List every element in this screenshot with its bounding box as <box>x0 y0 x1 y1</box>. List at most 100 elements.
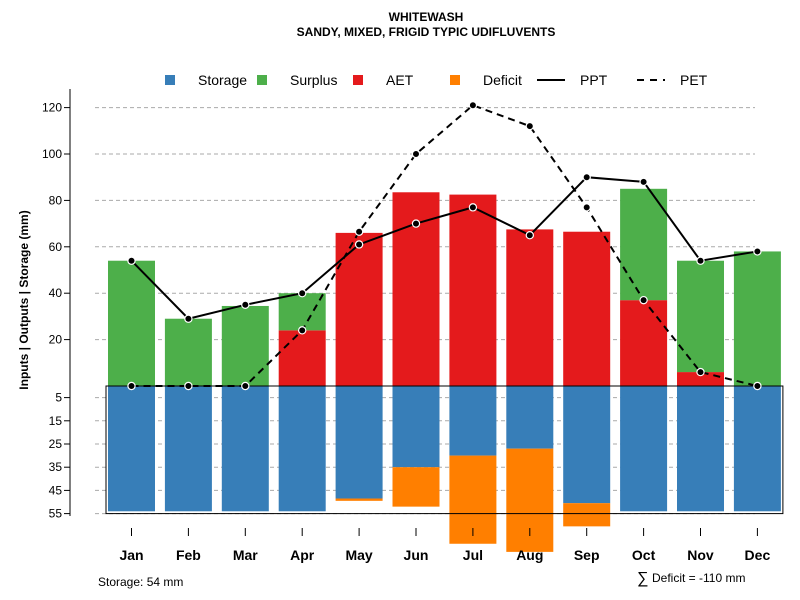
legend-swatch-storage <box>165 75 175 85</box>
pet-point-feb <box>184 381 193 391</box>
chart-title: WHITEWASH <box>389 10 464 24</box>
lower-bars <box>108 386 781 552</box>
legend-label-deficit: Deficit <box>483 72 522 88</box>
surplus-bar-dec <box>733 251 781 386</box>
aet-bar-may <box>335 232 383 386</box>
storage-bar-jan <box>108 386 155 512</box>
y-tick-label-lower: 35 <box>49 460 63 474</box>
x-tick-label-jan: Jan <box>119 547 143 563</box>
legend-label-ppt: PPT <box>580 72 608 88</box>
y-tick-label-lower: 25 <box>49 437 63 451</box>
storage-bar-jun <box>392 386 440 468</box>
aet-bar-sep <box>563 231 611 386</box>
surplus-bar-jan <box>108 260 155 386</box>
legend-item-storage: Storage <box>165 72 247 88</box>
pet-point-apr <box>298 326 307 335</box>
aet-bar-oct <box>620 300 668 386</box>
aet-bar-apr <box>278 330 326 386</box>
legend-swatch-aet <box>353 75 363 85</box>
legend-label-surplus: Surplus <box>290 72 337 88</box>
ppt-point-feb <box>184 314 193 323</box>
ppt-point-oct <box>639 177 648 187</box>
x-tick-label-mar: Mar <box>233 547 258 563</box>
deficit-footer: ∑ Deficit = -110 mm <box>637 570 745 587</box>
y-tick-label-lower: 45 <box>49 483 63 497</box>
pet-point-jul <box>468 101 478 110</box>
ppt-point-nov <box>696 256 705 265</box>
y-tick-label-lower: 55 <box>49 507 63 521</box>
storage-bar-sep <box>563 386 611 504</box>
storage-bar-feb <box>164 386 212 512</box>
legend-label-storage: Storage <box>198 72 247 88</box>
storage-bar-may <box>335 386 383 499</box>
surplus-bar-apr <box>278 293 326 331</box>
pet-point-nov <box>696 367 705 377</box>
deficit-bar-jun <box>392 467 440 507</box>
legend-label-aet: AET <box>386 72 414 88</box>
sum-symbol: ∑ <box>637 570 648 587</box>
surplus-bar-nov <box>677 260 724 373</box>
y-tick-label-upper: 60 <box>49 240 63 254</box>
pet-point-mar <box>241 381 250 391</box>
pet-point-jan <box>127 381 136 391</box>
ppt-point-dec <box>753 247 762 256</box>
x-tick-label-jul: Jul <box>463 547 483 563</box>
ppt-point-apr <box>298 289 307 298</box>
storage-bar-apr <box>278 386 326 512</box>
legend: Storage Surplus AET Deficit PPT PET <box>165 72 708 88</box>
surplus-bar-oct <box>620 188 668 301</box>
aet-bar-aug <box>506 229 554 386</box>
chart-subtitle: SANDY, MIXED, FRIGID TYPIC UDIFLUVENTS <box>297 25 556 39</box>
ppt-point-jul <box>468 203 478 212</box>
x-tick-label-may: May <box>345 547 372 563</box>
deficit-bar-sep <box>563 503 611 527</box>
y-tick-label-upper: 120 <box>42 101 62 115</box>
y-tick-label-upper: 100 <box>42 147 62 161</box>
storage-bar-oct <box>620 386 668 512</box>
aet-bar-nov <box>677 372 724 386</box>
pet-point-sep <box>582 203 591 212</box>
x-tick-label-dec: Dec <box>745 547 771 563</box>
axes: 20 40 60 80 100 120 5 15 25 35 45 55 Jan Feb Mar Apr May… <box>42 89 770 563</box>
ppt-point-may <box>354 240 364 249</box>
deficit-bar-may <box>335 498 383 501</box>
legend-swatch-deficit <box>450 75 460 85</box>
deficit-bar-aug <box>506 448 554 552</box>
pet-point-oct <box>639 295 648 305</box>
y-tick-label-lower: 5 <box>55 391 62 405</box>
pet-line <box>131 104 758 387</box>
storage-bar-aug <box>506 386 554 449</box>
ppt-point-sep <box>582 172 591 182</box>
x-tick-label-oct: Oct <box>632 547 656 563</box>
surplus-bar-feb <box>164 318 212 386</box>
storage-bar-nov <box>677 386 724 512</box>
x-tick-label-sep: Sep <box>574 547 600 563</box>
legend-swatch-surplus <box>257 75 267 85</box>
surplus-bar-mar <box>221 305 269 386</box>
pet-point-jun <box>411 149 421 159</box>
deficit-footer-text: Deficit = -110 mm <box>652 571 745 585</box>
x-tick-label-jun: Jun <box>404 547 429 563</box>
ppt-point-jun <box>411 219 421 228</box>
storage-footer: Storage: 54 mm <box>98 575 183 589</box>
y-axis-title: Inputs | Outputs | Storage (mm) <box>17 210 31 389</box>
legend-item-surplus: Surplus <box>257 72 337 88</box>
legend-item-aet: AET <box>353 72 414 88</box>
legend-item-ppt: PPT <box>537 72 608 88</box>
x-tick-label-feb: Feb <box>176 547 201 563</box>
legend-label-pet: PET <box>680 72 708 88</box>
storage-bar-mar <box>221 386 269 512</box>
storage-bar-jul <box>449 386 497 456</box>
y-tick-label-upper: 80 <box>49 193 63 207</box>
ppt-point-jan <box>127 256 136 265</box>
ppt-point-mar <box>241 300 250 309</box>
lower-panel-frame <box>105 385 784 515</box>
x-tick-label-apr: Apr <box>290 547 315 563</box>
pet-point-dec <box>753 381 762 391</box>
ppt-point-aug <box>525 230 535 240</box>
x-tick-label-aug: Aug <box>516 547 543 563</box>
pet-point-aug <box>525 121 535 131</box>
pet-point-may <box>354 227 364 236</box>
x-tick-label-nov: Nov <box>687 547 714 563</box>
